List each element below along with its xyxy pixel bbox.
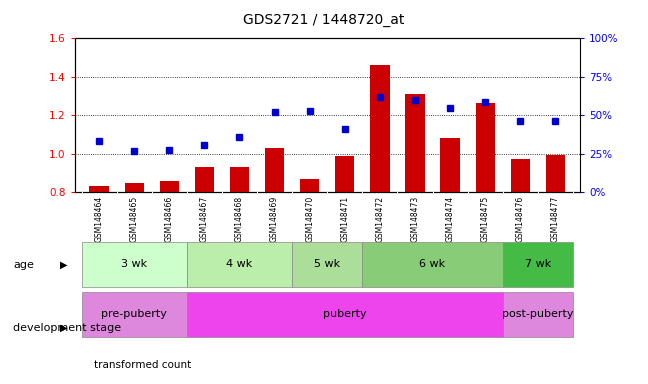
Text: GSM148468: GSM148468 xyxy=(235,196,244,242)
Bar xyxy=(503,243,573,287)
Bar xyxy=(370,65,389,192)
Bar xyxy=(82,243,187,287)
Bar xyxy=(159,182,179,192)
Text: GSM148476: GSM148476 xyxy=(516,196,525,242)
Bar xyxy=(511,159,530,192)
Text: GSM148466: GSM148466 xyxy=(165,196,174,242)
Text: ▶: ▶ xyxy=(60,260,67,270)
Bar xyxy=(89,186,109,192)
Text: GSM148470: GSM148470 xyxy=(305,196,314,242)
Text: GSM148475: GSM148475 xyxy=(481,196,490,242)
Text: 6 wk: 6 wk xyxy=(419,259,446,269)
Bar xyxy=(187,293,503,338)
Text: development stage: development stage xyxy=(13,323,121,333)
Bar xyxy=(546,155,565,192)
Text: age: age xyxy=(13,260,34,270)
Text: puberty: puberty xyxy=(323,309,367,319)
Text: GSM148477: GSM148477 xyxy=(551,196,560,242)
Bar xyxy=(503,293,573,338)
Bar xyxy=(300,179,319,192)
Text: GSM148464: GSM148464 xyxy=(95,196,104,242)
Text: GSM148465: GSM148465 xyxy=(130,196,139,242)
Bar xyxy=(82,293,187,338)
Text: pre-puberty: pre-puberty xyxy=(101,309,167,319)
Bar xyxy=(124,184,144,192)
Bar xyxy=(335,156,354,192)
Text: GSM148467: GSM148467 xyxy=(200,196,209,242)
Text: 7 wk: 7 wk xyxy=(525,259,551,269)
Text: post-puberty: post-puberty xyxy=(502,309,573,319)
Text: transformed count: transformed count xyxy=(94,360,191,370)
Bar xyxy=(265,148,284,192)
Bar xyxy=(292,243,362,287)
Bar xyxy=(362,243,503,287)
Text: GSM148473: GSM148473 xyxy=(410,196,419,242)
Bar xyxy=(406,94,424,192)
Text: GSM148469: GSM148469 xyxy=(270,196,279,242)
Text: GSM148472: GSM148472 xyxy=(375,196,384,242)
Text: GDS2721 / 1448720_at: GDS2721 / 1448720_at xyxy=(243,13,405,27)
Text: GSM148474: GSM148474 xyxy=(446,196,455,242)
Text: 3 wk: 3 wk xyxy=(121,259,147,269)
Text: 4 wk: 4 wk xyxy=(226,259,253,269)
Bar xyxy=(195,167,214,192)
Text: GSM148471: GSM148471 xyxy=(340,196,349,242)
Text: ▶: ▶ xyxy=(60,323,67,333)
Text: 5 wk: 5 wk xyxy=(314,259,340,269)
Bar xyxy=(476,103,495,192)
Bar xyxy=(187,243,292,287)
Bar xyxy=(441,138,459,192)
Bar xyxy=(230,167,249,192)
